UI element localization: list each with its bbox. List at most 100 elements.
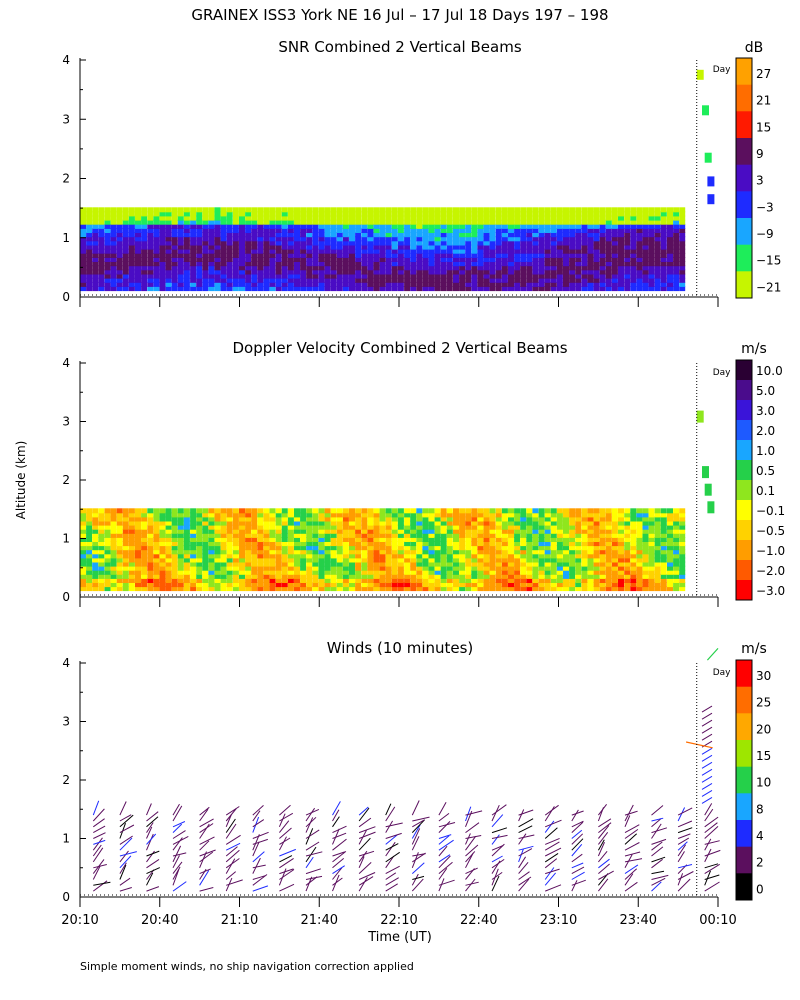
snr-cell bbox=[294, 265, 300, 271]
snr-cell bbox=[281, 232, 288, 238]
doppler-cell bbox=[245, 545, 252, 551]
doppler-cell bbox=[379, 553, 386, 559]
doppler-cell bbox=[300, 520, 307, 526]
doppler-cell bbox=[263, 549, 270, 555]
doppler-cell bbox=[514, 508, 521, 514]
snr-cell bbox=[679, 207, 686, 213]
snr-cell bbox=[324, 248, 331, 254]
doppler-cell bbox=[673, 512, 680, 518]
wind-barb bbox=[199, 870, 210, 886]
doppler-cell bbox=[342, 561, 349, 567]
doppler-cell bbox=[287, 578, 294, 583]
snr-cell bbox=[440, 273, 447, 279]
snr-cell bbox=[660, 277, 667, 283]
doppler-cell bbox=[263, 532, 270, 538]
doppler-cell bbox=[336, 586, 343, 592]
snr-cell bbox=[287, 223, 294, 229]
snr-cell bbox=[92, 207, 99, 213]
doppler-cell bbox=[544, 569, 551, 575]
snr-cell bbox=[159, 252, 166, 258]
doppler-cell bbox=[593, 586, 600, 592]
doppler-cell bbox=[446, 578, 453, 583]
snr-cell bbox=[306, 211, 313, 217]
snr-cell bbox=[581, 277, 588, 283]
snr-cell bbox=[538, 240, 545, 246]
snr-cell bbox=[202, 265, 209, 271]
snr-cell bbox=[86, 240, 93, 246]
snr-cell bbox=[642, 248, 649, 254]
snr-cell bbox=[404, 211, 411, 217]
doppler-cell bbox=[465, 520, 472, 526]
doppler-cell bbox=[538, 557, 545, 563]
doppler-cell bbox=[489, 578, 496, 583]
snr-cell bbox=[122, 265, 129, 271]
doppler-cell bbox=[147, 508, 154, 514]
snr-cell bbox=[257, 207, 264, 213]
doppler-cell bbox=[153, 569, 160, 575]
snr-cell bbox=[232, 215, 239, 221]
doppler-cell bbox=[593, 516, 600, 522]
snr-cell bbox=[648, 228, 655, 233]
snr-cell bbox=[587, 215, 594, 221]
doppler-cell bbox=[477, 545, 484, 551]
snr-cell bbox=[654, 215, 661, 221]
doppler-cell bbox=[355, 512, 362, 518]
doppler-cell bbox=[183, 508, 190, 514]
doppler-cell bbox=[141, 537, 148, 542]
doppler-cell bbox=[385, 541, 392, 547]
doppler-cell bbox=[654, 516, 661, 522]
snr-cell bbox=[434, 236, 441, 242]
doppler-cell bbox=[599, 578, 606, 583]
snr-cell bbox=[300, 240, 307, 246]
snr-cell bbox=[563, 277, 569, 283]
doppler-cell bbox=[679, 516, 686, 522]
doppler-cell bbox=[544, 524, 551, 530]
wind-barb bbox=[651, 846, 664, 857]
doppler-cell bbox=[318, 565, 325, 571]
doppler-cell bbox=[379, 537, 386, 542]
doppler-cell bbox=[538, 532, 545, 538]
doppler-cell bbox=[190, 578, 197, 583]
wind-barb bbox=[225, 834, 241, 845]
snr-cell bbox=[361, 273, 368, 279]
doppler-cell bbox=[453, 524, 459, 530]
doppler-cell bbox=[183, 532, 190, 538]
doppler-cell bbox=[336, 520, 343, 526]
snr-cell bbox=[269, 232, 276, 238]
snr-cell bbox=[300, 219, 307, 225]
doppler-cell bbox=[232, 508, 239, 514]
doppler-cell bbox=[385, 586, 392, 592]
snr-cell bbox=[556, 248, 563, 254]
day-marker-label: Day bbox=[713, 65, 731, 75]
snr-cell bbox=[147, 244, 154, 250]
snr-cell bbox=[520, 252, 527, 258]
doppler-cell bbox=[110, 561, 117, 567]
snr-cell bbox=[422, 240, 429, 246]
doppler-cell bbox=[226, 553, 233, 559]
wind-barb bbox=[93, 880, 108, 892]
doppler-cell bbox=[556, 545, 563, 551]
doppler-cell bbox=[226, 578, 233, 583]
snr-cell bbox=[385, 236, 392, 242]
snr-cell bbox=[177, 265, 184, 271]
snr-cell bbox=[373, 223, 380, 229]
doppler-cell bbox=[648, 520, 655, 526]
wind-barb bbox=[225, 842, 241, 851]
snr-cell bbox=[226, 207, 233, 213]
snr-cell bbox=[190, 277, 197, 283]
snr-cell bbox=[318, 265, 325, 271]
snr-cell bbox=[269, 228, 276, 233]
doppler-cell bbox=[611, 586, 618, 592]
snr-cell bbox=[679, 252, 686, 258]
doppler-cell bbox=[501, 578, 508, 583]
snr-cell bbox=[630, 211, 637, 217]
doppler-cell bbox=[410, 549, 417, 555]
doppler-cell bbox=[526, 541, 533, 547]
doppler-cell bbox=[397, 516, 404, 522]
snr-cell bbox=[330, 223, 337, 229]
doppler-cell bbox=[575, 578, 582, 583]
snr-cell bbox=[208, 286, 215, 292]
doppler-cell bbox=[361, 541, 368, 547]
snr-cell bbox=[220, 265, 227, 271]
doppler-cell bbox=[673, 520, 680, 526]
